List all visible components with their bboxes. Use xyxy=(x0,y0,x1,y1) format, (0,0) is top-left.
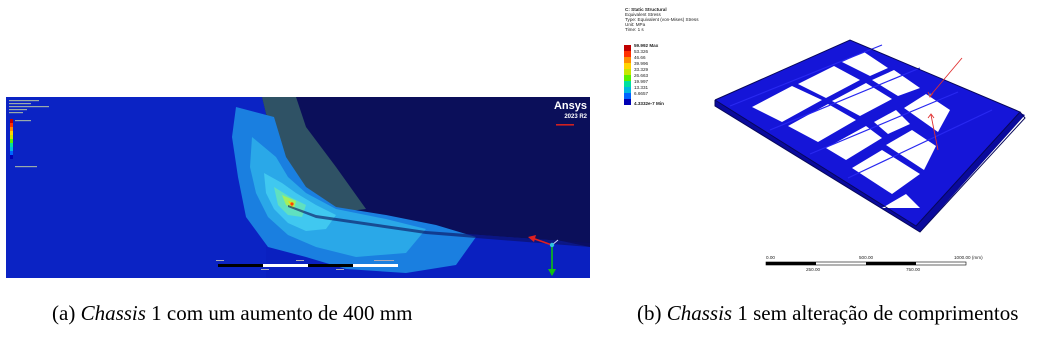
legend-swatch-3 xyxy=(624,63,631,69)
figure-a-ansys-zoom: Ansys 2023 R2 xyxy=(6,97,590,278)
scale-label-250: 250.00 xyxy=(806,267,820,272)
legend-swatch-5 xyxy=(624,75,631,81)
figure-b-render: C: Static Structural Equivalent Stress T… xyxy=(624,7,1026,272)
figure-a-mini-legend xyxy=(9,100,49,168)
legend-value-6: 13.331 xyxy=(634,85,648,90)
legend-value-3: 33.329 xyxy=(634,67,648,72)
legend-value-0: 53.326 xyxy=(634,49,648,54)
legend-value-5: 19.997 xyxy=(634,79,648,84)
caption-a-italic: Chassis xyxy=(80,301,146,325)
stress-color-legend: 59.992 Max 53.326 46.66 39.996 33.329 26… xyxy=(624,43,664,106)
caption-b: (b) Chassis 1 sem alteração de comprimen… xyxy=(637,300,1047,326)
legend-header-4: Time: 1 s xyxy=(625,27,644,32)
figure-a-render xyxy=(6,97,590,278)
legend-swatch-2 xyxy=(624,57,631,63)
legend-value-7: 6.6657 xyxy=(634,91,648,96)
legend-min: 4.3332e-7 Min xyxy=(634,101,664,106)
highlight-arrows xyxy=(927,57,963,151)
scale-label-1000: 1000.00 (mm) xyxy=(954,255,983,260)
caption-a-text: 1 com um aumento de 400 mm xyxy=(145,301,413,325)
legend-swatch-0 xyxy=(624,45,631,51)
legend-swatch-7 xyxy=(624,87,631,93)
scale-label-0: 0.00 xyxy=(766,255,775,260)
caption-b-text: 1 sem alteração de comprimentos xyxy=(732,301,1019,325)
figure-b-chassis-stress: C: Static Structural Equivalent Stress T… xyxy=(620,0,1040,285)
ansys-logo-text: Ansys xyxy=(553,100,587,112)
legend-swatch-4 xyxy=(624,69,631,75)
figure-b-scale-bar: 0.00 500.00 1000.00 (mm) 250.00 750.00 xyxy=(765,255,983,272)
legend-swatch-9 xyxy=(624,99,631,105)
legend-header-0: C: Static Structural xyxy=(625,7,667,12)
caption-b-tag: (b) xyxy=(637,301,662,325)
legend-swatch-6 xyxy=(624,81,631,87)
caption-b-italic: Chassis xyxy=(666,301,733,325)
scale-label-500: 500.00 xyxy=(859,255,873,260)
legend-value-2: 39.996 xyxy=(634,61,648,66)
legend-max: 59.992 Max xyxy=(634,43,659,48)
legend-swatch-1 xyxy=(624,51,631,57)
figure-a-axis-triad xyxy=(528,235,559,276)
legend-header-1: Equivalent Stress xyxy=(625,12,661,17)
chassis-model xyxy=(714,39,1026,233)
legend-swatch-8 xyxy=(624,93,631,99)
legend-header-3: Unit: MPa xyxy=(625,22,646,27)
probe-label xyxy=(556,124,574,126)
legend-header-2: Type: Equivalent (von-Mises) Stress xyxy=(625,17,699,22)
ansys-version: 2023 R2 xyxy=(564,114,587,120)
ansys-logo: Ansys 2023 R2 xyxy=(554,101,587,123)
scale-label-750: 750.00 xyxy=(906,267,920,272)
caption-a-tag: (a) xyxy=(52,301,76,325)
legend-value-4: 26.663 xyxy=(634,73,648,78)
legend-value-1: 46.66 xyxy=(634,55,646,60)
chassis-openings xyxy=(752,52,950,208)
caption-a: (a) Chassis 1 com um aumento de 400 mm xyxy=(52,300,552,326)
figure-a-scale-bar xyxy=(216,260,398,270)
